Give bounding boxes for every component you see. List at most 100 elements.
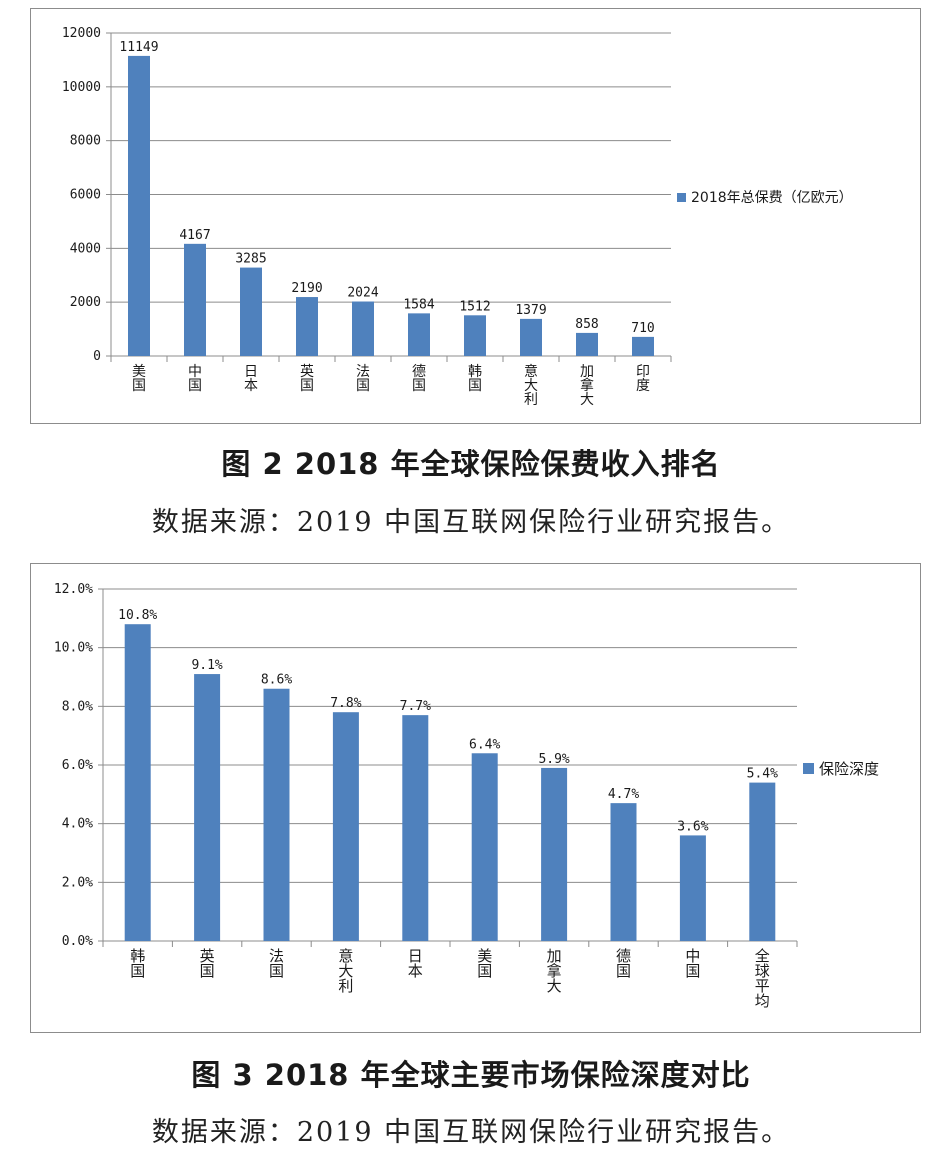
category-label: 全 bbox=[755, 947, 770, 965]
category-label: 国 bbox=[300, 378, 314, 394]
legend-swatch bbox=[803, 763, 814, 774]
category-label: 平 bbox=[755, 977, 770, 995]
data-label: 11149 bbox=[119, 40, 158, 55]
category-label: 国 bbox=[269, 962, 284, 980]
y-tick-label: 12000 bbox=[62, 26, 101, 41]
y-tick-label: 2000 bbox=[70, 295, 101, 310]
figure-source: 数据来源：2019 中国互联网保险行业研究报告。 bbox=[151, 1117, 791, 1148]
y-tick-label: 0.0% bbox=[62, 934, 93, 949]
bar bbox=[679, 835, 706, 941]
chart-legend: 保险深度 bbox=[803, 758, 879, 779]
category-label: 国 bbox=[685, 962, 700, 980]
category-label: 度 bbox=[636, 378, 650, 394]
category-label: 大 bbox=[524, 378, 538, 394]
y-tick-label: 8.0% bbox=[62, 699, 93, 714]
category-label: 利 bbox=[524, 392, 538, 408]
bar bbox=[576, 332, 598, 356]
category-label: 美 bbox=[132, 364, 146, 380]
category-label: 拿 bbox=[547, 962, 562, 980]
bar bbox=[352, 301, 374, 356]
category-label: 英 bbox=[300, 363, 314, 380]
data-label: 4.7% bbox=[608, 787, 639, 802]
bar bbox=[124, 624, 151, 941]
y-tick-label: 12.0% bbox=[54, 582, 93, 597]
chart-legend: 2018年总保费（亿欧元） bbox=[677, 187, 853, 207]
bar bbox=[749, 782, 776, 941]
category-label: 国 bbox=[616, 962, 631, 980]
category-label: 国 bbox=[132, 378, 146, 394]
figure-caption: 图 3 2018 年全球主要市场保险深度对比 bbox=[191, 1058, 751, 1092]
data-label: 8.6% bbox=[261, 673, 292, 688]
category-label: 大 bbox=[547, 977, 562, 995]
data-label: 5.9% bbox=[538, 752, 569, 767]
insurance-depth-chart: 0.0% 2.0% 4.0% 6.0% 8.0% 10.0% 12.0% 10.8% 韩国 9.1… bbox=[54, 582, 798, 1010]
y-tick-label: 4000 bbox=[70, 241, 101, 256]
data-label: 1379 bbox=[515, 303, 546, 318]
category-label: 球 bbox=[755, 962, 770, 980]
y-tick-label: 0 bbox=[93, 349, 101, 364]
bar bbox=[240, 267, 262, 356]
bar bbox=[128, 55, 150, 357]
category-label: 国 bbox=[188, 378, 202, 394]
bar bbox=[408, 313, 430, 356]
data-label: 3.6% bbox=[677, 819, 708, 834]
category-label: 本 bbox=[408, 962, 423, 980]
bar bbox=[520, 318, 542, 356]
data-label: 10.8% bbox=[118, 608, 157, 623]
category-label: 本 bbox=[244, 378, 258, 394]
y-tick-label: 2.0% bbox=[62, 875, 93, 890]
category-label: 国 bbox=[200, 962, 215, 980]
bar bbox=[471, 753, 498, 941]
bar bbox=[632, 336, 654, 356]
y-tick-label: 10.0% bbox=[54, 641, 93, 656]
premium-ranking-chart: 0 2000 4000 6000 8000 10000 12000 11149 美国 4167 中国… bbox=[62, 26, 672, 408]
category-label: 大 bbox=[338, 962, 353, 980]
figure-source: 数据来源：2019 中国互联网保险行业研究报告。 bbox=[151, 507, 791, 538]
figure-caption: 图 2 2018 年全球保险保费收入排名 bbox=[221, 447, 721, 481]
data-label: 4167 bbox=[179, 228, 210, 243]
category-label: 国 bbox=[477, 962, 492, 980]
data-label: 710 bbox=[631, 321, 654, 336]
data-label: 7.7% bbox=[400, 699, 431, 714]
category-label: 中 bbox=[188, 364, 202, 380]
category-label: 英 bbox=[200, 947, 215, 965]
category-label: 韩 bbox=[130, 947, 145, 965]
data-label: 2190 bbox=[291, 281, 322, 296]
bar bbox=[610, 803, 637, 941]
category-label: 日 bbox=[408, 947, 423, 965]
category-label: 大 bbox=[580, 392, 594, 408]
category-label: 日 bbox=[244, 364, 258, 380]
y-tick-label: 10000 bbox=[62, 80, 101, 95]
category-label: 法 bbox=[356, 364, 370, 380]
data-label: 7.8% bbox=[330, 696, 361, 711]
data-label: 9.1% bbox=[191, 658, 222, 673]
category-label: 加 bbox=[547, 947, 562, 965]
bar bbox=[402, 715, 429, 941]
category-label: 国 bbox=[468, 378, 482, 394]
bar bbox=[464, 315, 486, 356]
category-label: 美 bbox=[477, 947, 492, 965]
category-label: 印 bbox=[636, 364, 650, 380]
data-label: 2024 bbox=[347, 286, 378, 301]
y-tick-label: 6.0% bbox=[62, 758, 93, 773]
bar bbox=[296, 297, 318, 356]
category-label: 德 bbox=[616, 947, 631, 965]
legend-label: 保险深度 bbox=[819, 760, 880, 778]
category-label: 均 bbox=[755, 992, 770, 1010]
legend-swatch bbox=[677, 192, 686, 202]
category-label: 德 bbox=[412, 364, 426, 380]
category-label: 韩 bbox=[468, 364, 482, 380]
chart-frame-premium-ranking: 0 2000 4000 6000 8000 10000 12000 11149 美国 4167 中国… bbox=[30, 8, 921, 424]
category-label: 意 bbox=[524, 363, 538, 380]
bar bbox=[332, 712, 359, 941]
chart-frame-insurance-depth: 0.0% 2.0% 4.0% 6.0% 8.0% 10.0% 12.0% 10.8% 韩国 9.1… bbox=[30, 563, 921, 1033]
category-label: 利 bbox=[338, 977, 353, 995]
category-label: 加 bbox=[580, 364, 594, 380]
data-label: 858 bbox=[575, 317, 598, 332]
data-label: 5.4% bbox=[747, 767, 778, 782]
bar bbox=[541, 767, 568, 941]
category-label: 国 bbox=[356, 378, 370, 394]
y-tick-label: 6000 bbox=[70, 188, 101, 203]
category-label: 国 bbox=[130, 962, 145, 980]
category-label: 中 bbox=[685, 947, 700, 965]
